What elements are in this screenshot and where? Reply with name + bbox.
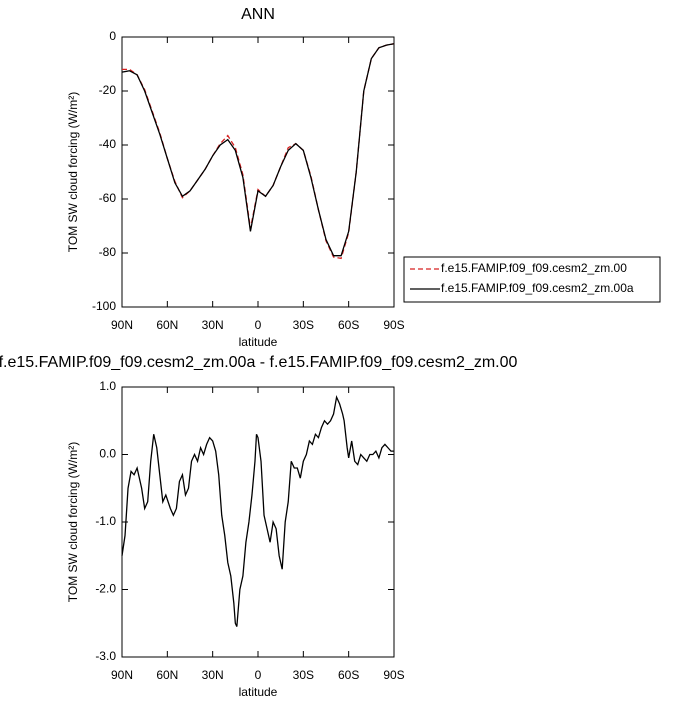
chart-title: f.e15.FAMIP.f09_f09.cesm2_zm.00a - f.e15… (0, 354, 518, 371)
x-tick-label: 90N (111, 318, 133, 332)
x-tick-label: 90N (111, 668, 133, 682)
x-tick-label: 30S (293, 668, 314, 682)
x-tick-label: 90S (383, 318, 404, 332)
x-tick-label: 0 (255, 668, 262, 682)
y-tick-label: -1.0 (95, 514, 116, 528)
data-line (122, 43, 395, 260)
y-tick-label: -100 (92, 299, 116, 313)
x-tick-label: 60N (156, 318, 178, 332)
y-tick-label: 1.0 (99, 379, 116, 393)
x-axis-label: latitude (239, 685, 278, 699)
x-tick-label: 30N (202, 318, 224, 332)
y-tick-label: -2.0 (95, 582, 116, 596)
data-line (121, 394, 394, 627)
y-tick-label: 0 (109, 29, 116, 43)
legend-box (403, 256, 661, 303)
legend-label: f.e15.FAMIP.f09_f09.cesm2_zm.00 (441, 261, 627, 275)
x-axis-label: latitude (239, 335, 278, 349)
x-tick-label: 30S (293, 318, 314, 332)
y-axis-label: TOM SW cloud forcing (W/m²) (66, 442, 80, 602)
plot-frame (121, 36, 395, 308)
y-tick-label: -60 (99, 191, 117, 205)
chart-title: ANN (241, 6, 275, 23)
y-tick-label: -20 (99, 83, 117, 97)
plot-frame (121, 386, 395, 658)
legend-label: f.e15.FAMIP.f09_f09.cesm2_zm.00a (441, 281, 634, 295)
data-line (121, 43, 395, 257)
y-tick-label: 0.0 (99, 447, 116, 461)
x-tick-label: 60N (156, 668, 178, 682)
y-tick-label: -80 (99, 245, 117, 259)
x-tick-label: 0 (255, 318, 262, 332)
x-tick-label: 60S (338, 668, 359, 682)
x-tick-label: 30N (202, 668, 224, 682)
y-tick-label: -3.0 (95, 649, 116, 663)
x-tick-label: 60S (338, 318, 359, 332)
y-axis-label: TOM SW cloud forcing (W/m²) (66, 92, 80, 252)
y-tick-label: -40 (99, 137, 117, 151)
x-tick-label: 90S (383, 668, 404, 682)
